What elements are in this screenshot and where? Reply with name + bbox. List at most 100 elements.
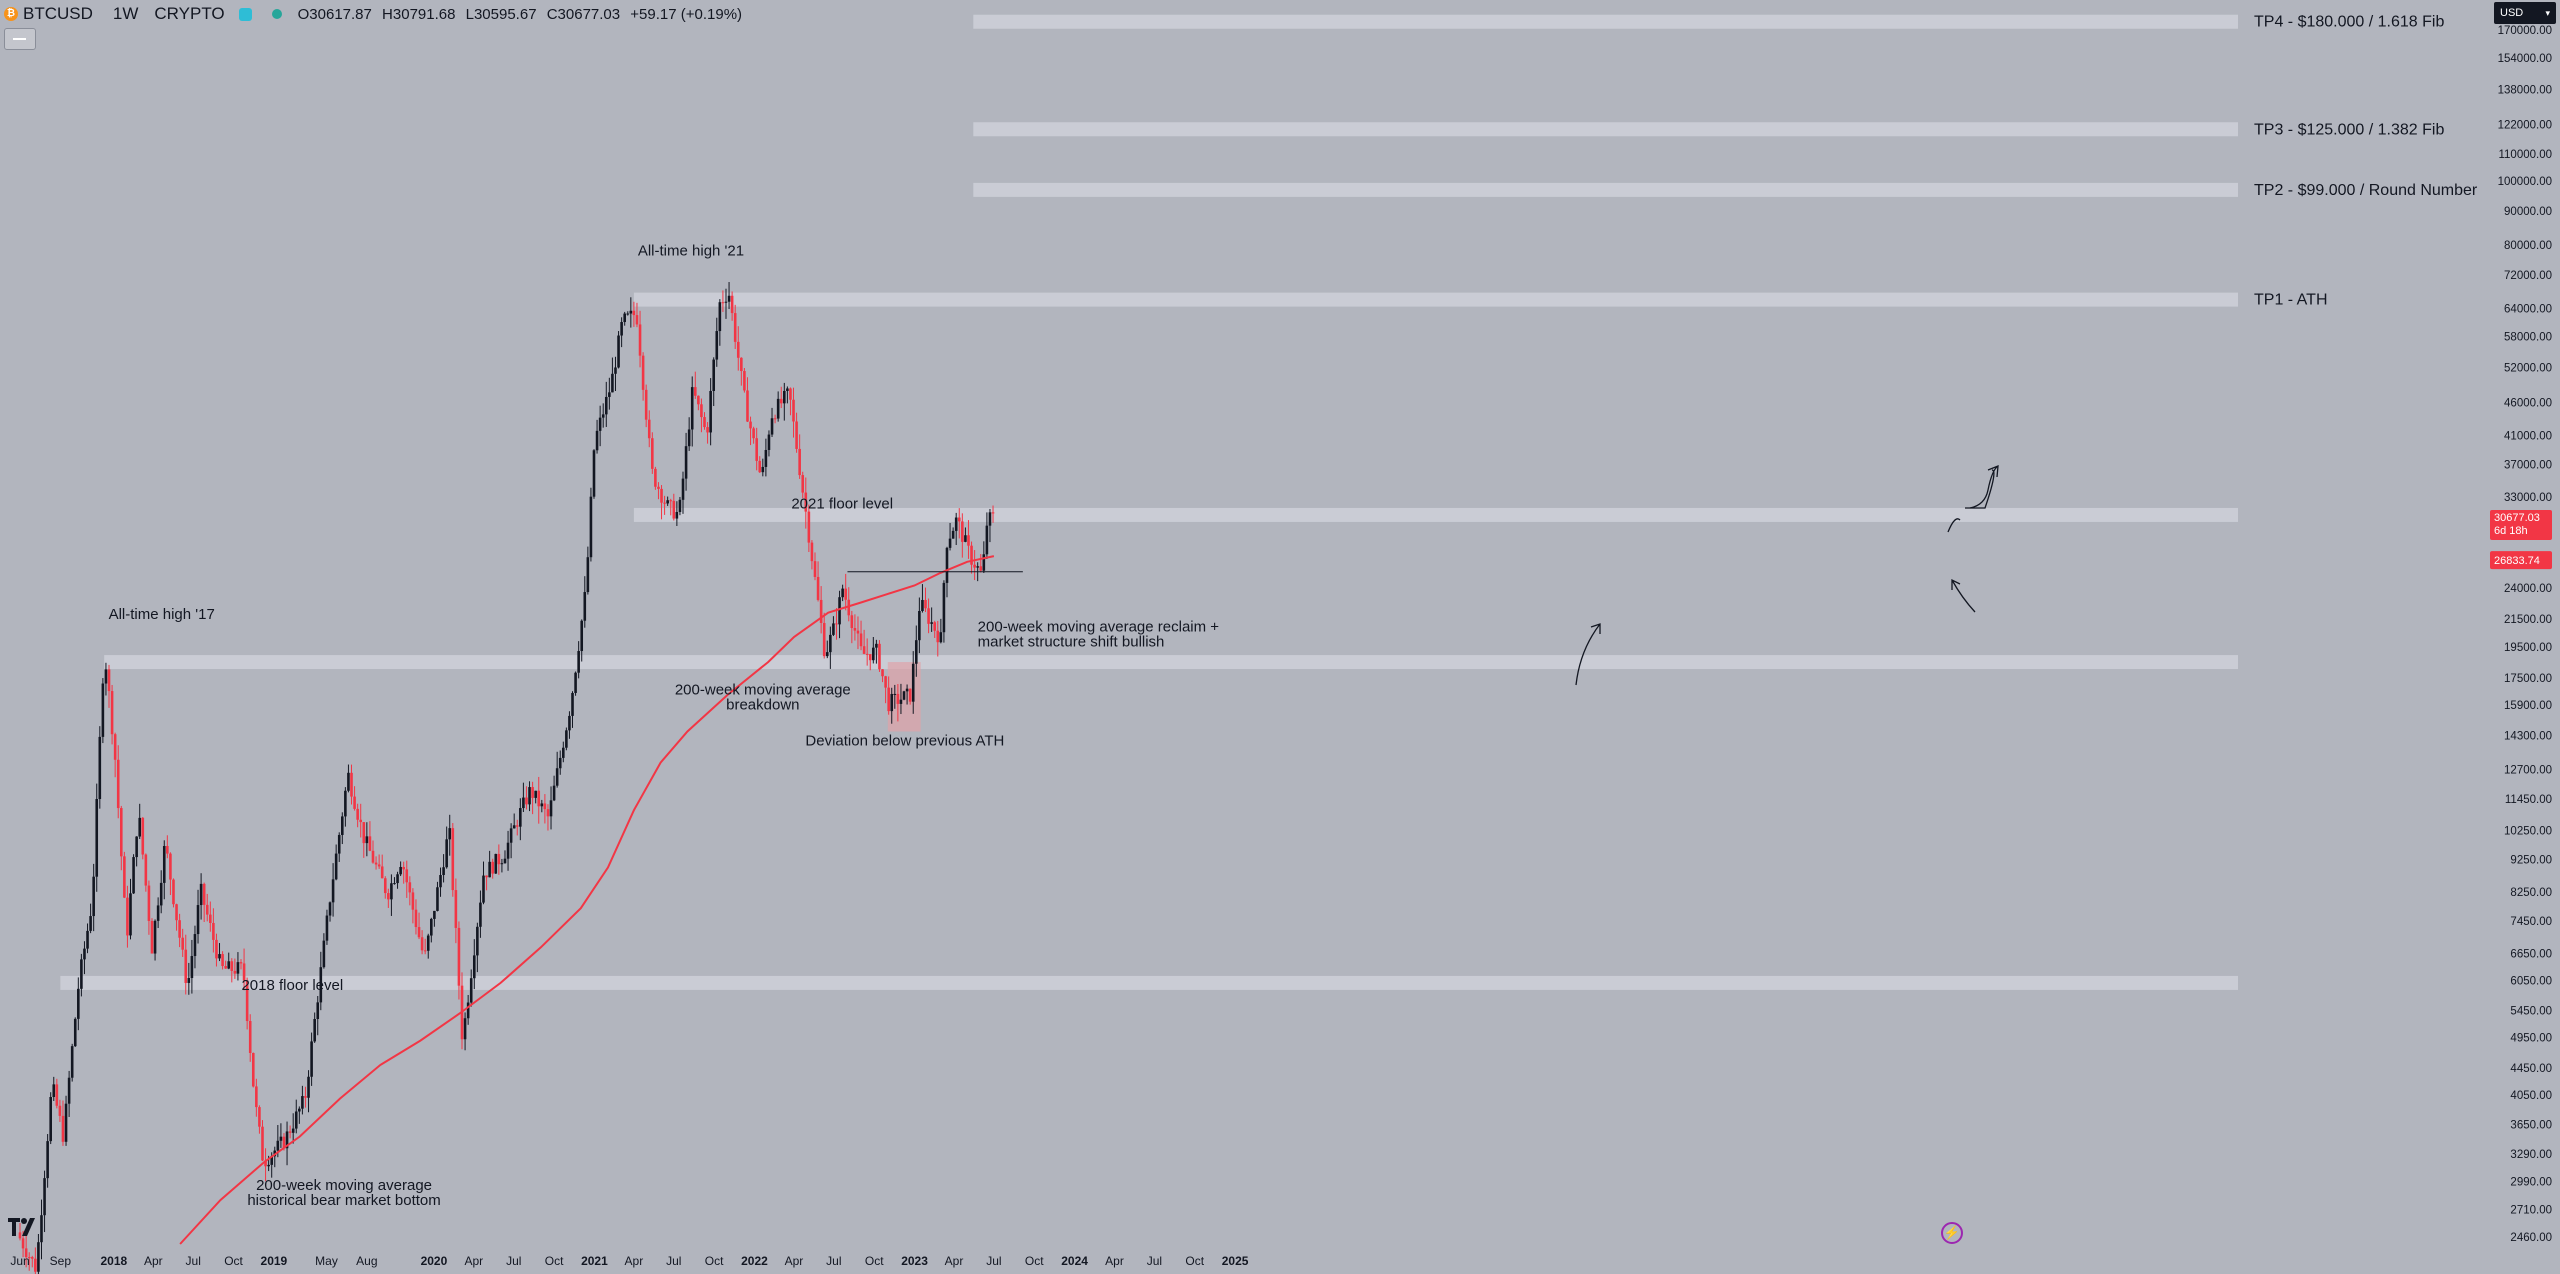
- candle-body: [169, 853, 172, 880]
- candle-body: [116, 759, 120, 809]
- candle-body: [95, 799, 99, 877]
- candle-body: [703, 417, 706, 428]
- symbol-name[interactable]: BTCUSD: [23, 4, 93, 23]
- candle-body: [353, 796, 356, 809]
- candle-body: [316, 1002, 320, 1019]
- candle-body: [825, 652, 829, 657]
- candle-body: [899, 699, 903, 704]
- candle-body: [393, 883, 396, 885]
- y-tick-label: 2990.00: [2510, 1176, 2552, 1188]
- price-axis[interactable]: 170000.00 154000.00 138000.00 122000.00 1100…: [2498, 25, 2552, 1244]
- candle-body: [752, 428, 755, 439]
- candle-body: [457, 927, 461, 986]
- time-axis[interactable]: Jun Sep 2018 Apr Jul Oct 2019 May Aug 2020 Apr Jul O…: [10, 1254, 1248, 1268]
- candle-body: [49, 1096, 52, 1142]
- candle-body: [52, 1084, 56, 1097]
- x-tick-label: Oct: [865, 1254, 884, 1268]
- candle-body: [761, 466, 765, 473]
- candle-body: [562, 747, 565, 758]
- candle-body: [964, 535, 967, 542]
- candle-body: [927, 608, 930, 624]
- candle-body: [549, 800, 553, 817]
- candle-body: [242, 963, 246, 981]
- candle-body: [878, 643, 881, 670]
- candle-body: [205, 904, 209, 915]
- candle-body: [30, 1257, 34, 1259]
- candle-body: [178, 920, 181, 938]
- high-value: H30791.68: [382, 5, 456, 23]
- candle-body: [755, 438, 758, 461]
- y-tick-label: 12700.00: [2504, 764, 2552, 776]
- x-tick-label: Aug: [356, 1254, 377, 1268]
- candle-body: [27, 1257, 31, 1259]
- candle-body: [236, 962, 240, 974]
- candle-body: [215, 939, 218, 959]
- y-tick-label: 80000.00: [2504, 240, 2552, 252]
- candle-body: [583, 592, 587, 621]
- candle-body: [598, 417, 602, 431]
- x-tick-label: Jul: [1147, 1254, 1162, 1268]
- candle-body: [230, 961, 234, 971]
- candle-body: [141, 817, 145, 855]
- candle-body: [288, 1131, 292, 1133]
- candle-body: [905, 688, 909, 692]
- candle-body: [239, 962, 243, 964]
- collapse-legend-button[interactable]: [4, 28, 36, 50]
- y-tick-label: 4050.00: [2510, 1090, 2552, 1102]
- tradingview-logo-icon[interactable]: [6, 1214, 42, 1238]
- candle-body: [187, 978, 191, 983]
- candle-body: [746, 390, 749, 422]
- candle-body: [672, 500, 676, 519]
- candle-body: [196, 905, 200, 935]
- y-tick-label: 5450.00: [2510, 1005, 2552, 1017]
- candle-body: [740, 357, 743, 372]
- annotation-ma-bottom: historical bear market bottom: [247, 1192, 440, 1209]
- candle-body: [954, 517, 958, 531]
- y-tick-label: 33000.00: [2504, 492, 2552, 504]
- zone-layer: TP4 - $180.000 / 1.618 Fib TP3 - $125.000…: [60, 14, 2478, 990]
- y-tick-label: 170000.00: [2498, 25, 2552, 37]
- candle-body: [611, 373, 614, 393]
- y-tick-label: 64000.00: [2504, 303, 2552, 315]
- candle-body: [307, 1076, 310, 1098]
- candle-body: [199, 883, 203, 906]
- candle-body: [319, 967, 323, 1003]
- candle-body: [792, 399, 795, 422]
- candle-body: [939, 632, 943, 643]
- candle-body: [595, 430, 599, 451]
- candle-body: [113, 734, 117, 760]
- arrow-projection: [1947, 469, 1995, 533]
- candle-body: [18, 1232, 22, 1239]
- y-tick-label: 8250.00: [2510, 887, 2552, 899]
- lightning-icon[interactable]: ⚡: [1941, 1222, 1963, 1244]
- candle-body: [822, 622, 826, 657]
- candle-body: [356, 808, 359, 820]
- candle-body: [399, 866, 402, 875]
- timeframe[interactable]: 1W: [112, 4, 139, 23]
- annotation-ma-reclaim: market structure shift bullish: [978, 633, 1165, 650]
- candle-body: [727, 295, 731, 302]
- candle-body: [466, 1002, 470, 1019]
- zone-ath-2017: [104, 655, 2239, 670]
- candle-body: [767, 434, 771, 450]
- currency-selector[interactable]: USD ▾: [2494, 2, 2556, 24]
- y-tick-label: 6650.00: [2510, 949, 2552, 961]
- y-tick-label: 110000.00: [2498, 149, 2552, 161]
- candle-body: [902, 691, 906, 700]
- candle-body: [80, 959, 83, 989]
- candle-body: [337, 834, 341, 854]
- candle-body: [61, 1115, 65, 1142]
- candle-body: [537, 790, 541, 807]
- bitcoin-icon: ₿: [4, 7, 18, 21]
- candle-body: [255, 1086, 258, 1108]
- candle-body: [202, 883, 206, 905]
- x-tick-label: Jul: [986, 1254, 1001, 1268]
- chevron-down-icon: ▾: [2545, 8, 2550, 18]
- candle-body: [663, 502, 666, 504]
- currency-label: USD: [2500, 7, 2524, 19]
- zone-label-tp4: TP4 - $180.000 / 1.618 Fib: [2254, 14, 2444, 31]
- candle-body: [859, 633, 863, 647]
- candle-body: [212, 922, 215, 940]
- candle-body: [647, 419, 651, 439]
